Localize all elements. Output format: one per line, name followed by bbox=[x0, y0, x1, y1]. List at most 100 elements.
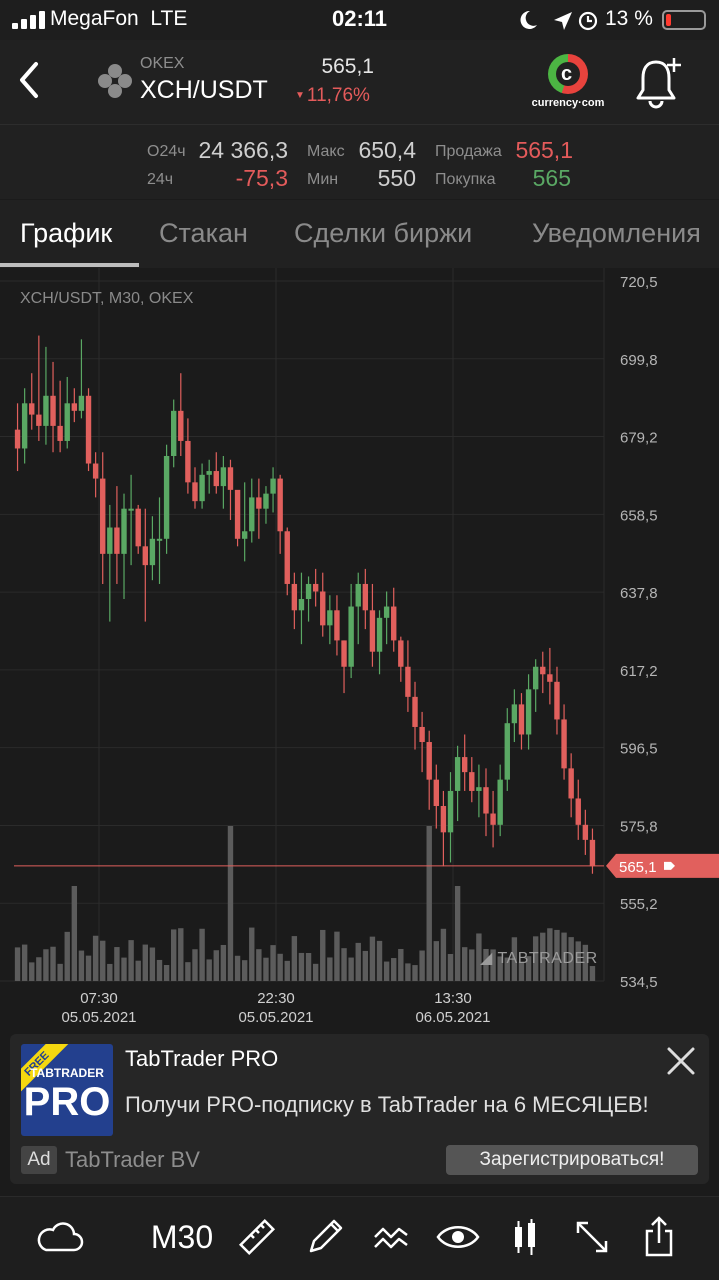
currency-com-logo[interactable]: c currency·com bbox=[530, 54, 606, 112]
ad-sponsor: TabTrader BV bbox=[65, 1147, 200, 1172]
volume-bar bbox=[398, 948, 404, 981]
ad-banner[interactable]: FREE TABTRADER PRO TabTrader PRO Получи … bbox=[10, 1034, 709, 1184]
volume-bar bbox=[36, 957, 42, 981]
candle bbox=[561, 719, 567, 769]
candle bbox=[14, 429, 21, 449]
interval-button[interactable]: M30 bbox=[150, 1218, 214, 1255]
add-alert-bell-icon[interactable] bbox=[634, 54, 684, 110]
volume-bar bbox=[14, 947, 21, 981]
bid-value: 565 bbox=[532, 165, 571, 191]
volume-bar bbox=[476, 933, 482, 981]
volume-bar bbox=[298, 952, 305, 981]
volume-bar bbox=[234, 955, 241, 981]
candle bbox=[163, 456, 170, 539]
volume-bar bbox=[256, 949, 262, 981]
volume-bar bbox=[227, 826, 234, 981]
candles-icon[interactable] bbox=[500, 1215, 550, 1259]
candle bbox=[21, 403, 28, 449]
volume-bar bbox=[540, 932, 546, 981]
y-tick-label: 679,2 bbox=[620, 430, 658, 447]
candle bbox=[206, 471, 212, 475]
candle bbox=[362, 583, 369, 611]
volume-bar bbox=[305, 952, 312, 981]
y-tick-label: 575,8 bbox=[620, 818, 658, 835]
candle bbox=[121, 508, 127, 554]
candle bbox=[241, 531, 248, 539]
volume-bar bbox=[100, 940, 106, 981]
price-chart[interactable]: 720,5 699,8 679,2 658,5 637,8 617,2 596,5 575,8… bbox=[0, 268, 719, 1030]
candle bbox=[398, 640, 404, 667]
candle bbox=[277, 478, 283, 532]
candle bbox=[490, 813, 496, 825]
cloud-icon[interactable] bbox=[34, 1215, 84, 1259]
eye-icon[interactable] bbox=[433, 1215, 483, 1259]
high-value: 650,4 bbox=[358, 137, 416, 163]
bid-label: Покупка bbox=[435, 171, 496, 188]
volume-value: 24 366,3 bbox=[198, 137, 288, 163]
price-tag-label: 565,1 bbox=[619, 859, 657, 876]
volume-bar bbox=[277, 953, 283, 981]
close-icon[interactable] bbox=[664, 1044, 698, 1078]
y-tick-label: 699,8 bbox=[620, 352, 658, 369]
volume-bar bbox=[554, 929, 560, 981]
alarm-icon bbox=[578, 11, 598, 31]
active-tab-indicator bbox=[0, 263, 139, 267]
change-label: 24ч bbox=[147, 171, 174, 188]
volume-bar bbox=[426, 826, 432, 981]
volume-bar bbox=[64, 931, 70, 981]
tab-alerts[interactable]: Уведомления bbox=[532, 218, 701, 248]
volume-bar bbox=[241, 960, 248, 981]
volume-bar bbox=[107, 963, 113, 981]
logo-brand: TABTRADER bbox=[30, 1066, 104, 1080]
share-icon[interactable] bbox=[634, 1215, 684, 1259]
volume-bar bbox=[369, 936, 376, 981]
high-label: Макс bbox=[307, 143, 345, 160]
volume-bar bbox=[355, 942, 361, 981]
candle bbox=[440, 806, 447, 833]
ad-app-logo[interactable]: FREE TABTRADER PRO bbox=[21, 1044, 113, 1136]
fullscreen-icon[interactable] bbox=[567, 1215, 617, 1259]
candle bbox=[227, 467, 234, 490]
candle bbox=[36, 414, 42, 426]
volume-bar bbox=[199, 928, 205, 981]
chart-title: XCH/USDT, M30, OKEX bbox=[20, 290, 194, 307]
back-icon[interactable] bbox=[12, 58, 48, 102]
carrier: MegaFon LTE bbox=[50, 7, 188, 30]
moon-icon bbox=[520, 10, 537, 29]
candle bbox=[312, 583, 319, 592]
indicators-icon[interactable] bbox=[366, 1215, 416, 1259]
coin-icon bbox=[98, 64, 132, 98]
candle bbox=[29, 403, 35, 415]
volume-bar bbox=[29, 962, 35, 981]
ad-title[interactable]: TabTrader PRO bbox=[125, 1046, 279, 1071]
candle bbox=[582, 824, 589, 840]
candle bbox=[426, 742, 432, 780]
ad-text[interactable]: Получи PRO-подписку в TabTrader на 6 МЕС… bbox=[125, 1092, 649, 1117]
tab-trades[interactable]: Сделки биржи bbox=[294, 218, 473, 248]
candle bbox=[405, 666, 411, 697]
candle bbox=[547, 674, 553, 682]
change-value: -75,3 bbox=[235, 165, 288, 191]
candle bbox=[391, 606, 397, 641]
down-arrow-icon: ▼ bbox=[295, 90, 305, 102]
candle bbox=[532, 666, 539, 690]
volume-bar bbox=[71, 886, 78, 981]
chart-canvas[interactable]: 720,5 699,8 679,2 658,5 637,8 617,2 596,5 575,8… bbox=[0, 268, 719, 1030]
signal-icon bbox=[12, 11, 46, 29]
candle bbox=[270, 478, 276, 494]
volume-bar bbox=[43, 949, 49, 981]
ruler-icon[interactable] bbox=[232, 1215, 282, 1259]
y-tick-label: 637,8 bbox=[620, 585, 658, 602]
volume-bar bbox=[213, 950, 219, 981]
ad-register-button[interactable]: Зарегистрироваться! bbox=[446, 1145, 698, 1175]
volume-bar bbox=[163, 964, 170, 981]
tab-chart[interactable]: График bbox=[20, 218, 113, 248]
pencil-icon[interactable] bbox=[300, 1215, 350, 1259]
candle bbox=[568, 768, 574, 799]
tab-orderbook[interactable]: Стакан bbox=[159, 218, 248, 248]
pair-name: XCH/USDT bbox=[140, 76, 268, 104]
volume-bar bbox=[291, 936, 298, 981]
volume-bar bbox=[525, 956, 532, 981]
ad-badge: Ad bbox=[21, 1146, 57, 1174]
low-value: 550 bbox=[377, 165, 416, 191]
